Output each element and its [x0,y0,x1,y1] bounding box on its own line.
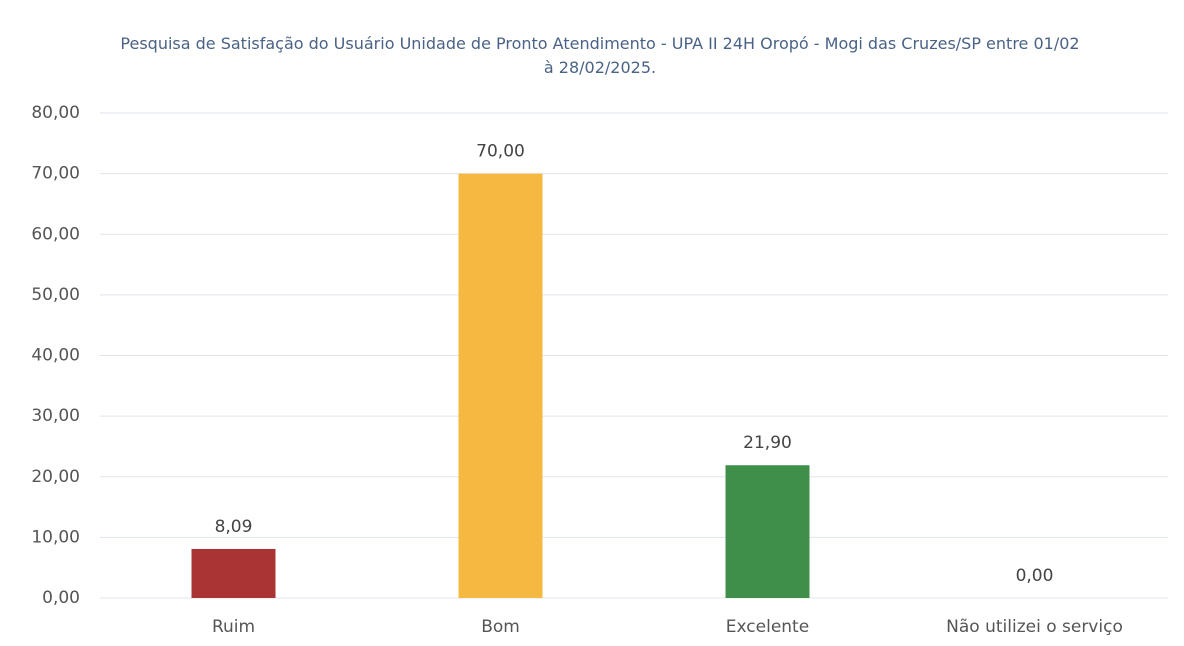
x-tick-label: Excelente [726,617,809,637]
value-label: 8,09 [215,517,253,537]
y-tick-label: 10,00 [31,527,80,547]
y-tick-label: 80,00 [31,103,80,123]
value-label: 70,00 [476,142,525,162]
value-label: 21,90 [743,433,792,453]
y-tick-label: 50,00 [31,285,80,305]
y-tick-label: 40,00 [31,346,80,366]
x-tick-label: Ruim [212,617,255,637]
value-label: 0,00 [1016,566,1054,586]
chart-title: Pesquisa de Satisfação do Usuário Unidad… [120,34,1080,77]
y-tick-label: 60,00 [31,224,80,244]
y-tick-label: 20,00 [31,467,80,487]
bar [458,173,543,598]
x-tick-label: Bom [481,617,520,637]
y-tick-label: 0,00 [42,588,80,608]
bar [725,465,810,598]
y-tick-label: 70,00 [31,164,80,184]
y-tick-label: 30,00 [31,406,80,426]
x-tick-label: Não utilizei o serviço [946,617,1123,637]
bar [191,548,276,598]
